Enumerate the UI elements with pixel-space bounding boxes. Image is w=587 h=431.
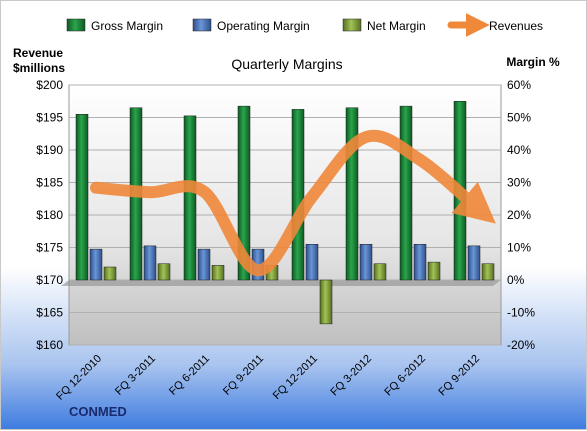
left-tick-label: $185 [36,176,63,190]
category-label: FQ 3-2011 [113,353,158,398]
bar-operating-margin [197,248,211,281]
bar-gross-margin [183,115,197,281]
legend-swatch [192,18,212,32]
right-tick-label: 60% [507,78,531,92]
bar-operating-margin [89,248,103,281]
bar-operating-margin [143,245,157,281]
legend-swatch [342,18,362,32]
bar-gross-margin [291,109,305,281]
bar-net-margin [157,263,171,281]
bar-operating-margin [467,245,481,281]
left-tick-label: $195 [36,111,63,125]
category-label: FQ 12-2010 [54,353,104,403]
category-label: FQ 6-2011 [167,353,212,398]
right-axis-label: Margin % [506,55,560,69]
category-label: FQ 6-2012 [382,353,428,399]
bar-net-margin [319,279,333,325]
revenues-line [90,129,496,277]
category-label: FQ 9-2011 [221,353,266,398]
left-tick-label: $160 [36,338,63,352]
left-axis-label-line2: $millions [13,61,65,75]
bar-net-margin [373,263,387,281]
left-tick-label: $180 [36,208,63,222]
right-tick-label: 0% [507,273,525,287]
bar-net-margin [211,265,225,281]
left-axis-label-line1: Revenue [13,46,63,60]
bar-net-margin [103,266,117,281]
legend-label: Revenues [489,19,543,33]
left-tick-label: $170 [36,273,63,287]
bar-operating-margin [413,244,427,281]
right-tick-label: 30% [507,176,531,190]
bar-gross-margin [399,105,413,281]
right-tick-label: -20% [507,338,535,352]
category-label: FQ 12-2011 [271,353,320,402]
category-label: FQ 3-2012 [328,353,374,399]
category-label: FQ 9-2012 [436,353,482,399]
bar-gross-margin [237,105,251,281]
company-name: CONMED [69,404,127,419]
left-tick-label: $175 [36,241,63,255]
legend-label: Net Margin [367,19,426,33]
legend-label: Gross Margin [91,19,163,33]
zero-floor [61,280,501,286]
chart-title: Quarterly Margins [231,56,342,72]
bar-operating-margin [305,244,319,281]
right-tick-label: 20% [507,208,531,222]
legend-swatch [66,18,86,32]
bar-net-margin [427,261,441,281]
right-tick-label: -10% [507,306,535,320]
bar-operating-margin [359,244,373,281]
bar-gross-margin [345,107,359,281]
right-tick-label: 50% [507,111,531,125]
left-tick-label: $190 [36,143,63,157]
left-tick-label: $200 [36,78,63,92]
legend-label: Operating Margin [217,19,310,33]
bar-gross-margin [75,114,89,281]
left-tick-label: $165 [36,306,63,320]
right-tick-label: 10% [507,241,531,255]
bar-net-margin [481,263,495,281]
right-tick-label: 40% [507,143,531,157]
